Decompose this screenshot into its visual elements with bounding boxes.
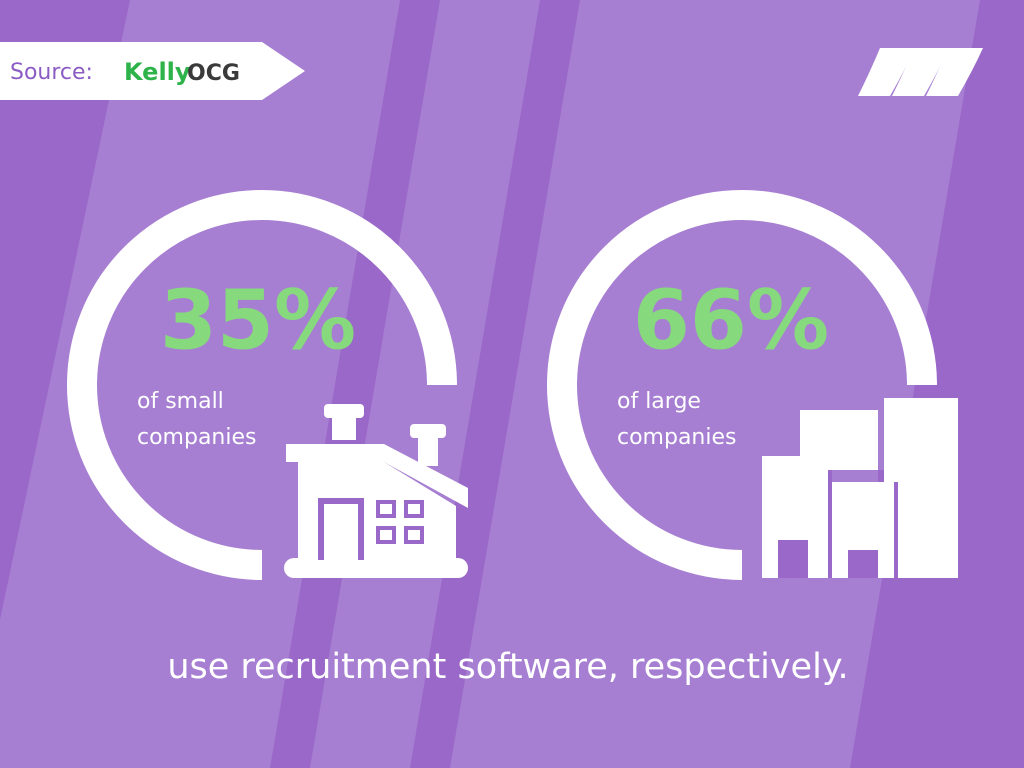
stat-label: of small <box>137 389 224 414</box>
house-windows <box>380 504 420 540</box>
source-brand: Kelly <box>124 58 191 86</box>
source-brand: OCG <box>187 61 240 86</box>
footer-text: use recruitment software, respectively. <box>167 647 848 687</box>
ring <box>547 190 937 580</box>
source-label: Source: <box>10 60 93 85</box>
stat-label: companies <box>137 425 257 450</box>
stat-value: 66% <box>633 273 829 368</box>
stat-label: companies <box>617 425 737 450</box>
logo <box>858 48 983 96</box>
buildings-icon <box>762 398 958 578</box>
source-banner <box>0 42 305 100</box>
stat-value: 35% <box>160 273 356 368</box>
stat-label: of large <box>617 389 701 414</box>
building-doors <box>778 470 898 578</box>
ring <box>67 190 457 580</box>
house-door <box>324 504 358 560</box>
